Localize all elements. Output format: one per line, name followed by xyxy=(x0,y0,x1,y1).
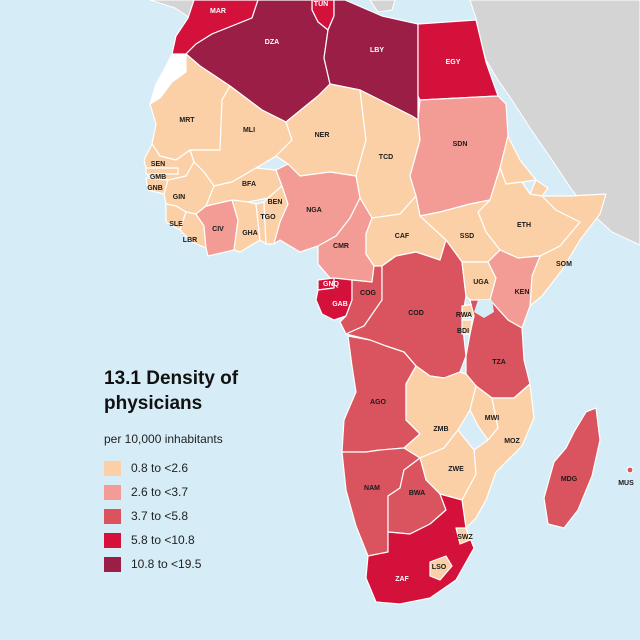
label-CIV: CIV xyxy=(212,226,224,233)
legend-swatch xyxy=(104,508,121,524)
label-UGA: UGA xyxy=(473,279,489,286)
label-MAR: MAR xyxy=(210,8,226,15)
label-LBY: LBY xyxy=(370,47,384,54)
legend-item: 0.8 to <2.6 xyxy=(104,460,294,476)
label-LSO: LSO xyxy=(432,564,447,571)
label-TGO: TGO xyxy=(260,214,276,221)
country-MUS xyxy=(626,466,634,474)
label-GAB: GAB xyxy=(332,301,348,308)
label-GMB: GMB xyxy=(150,174,166,181)
label-GNQ: GNQ xyxy=(323,281,340,288)
legend-label: 2.6 to <3.7 xyxy=(131,485,189,499)
label-GHA: GHA xyxy=(242,230,258,237)
label-SDN: SDN xyxy=(453,141,468,148)
legend-title: 13.1 Density of physicians xyxy=(104,368,239,414)
label-SOM: SOM xyxy=(556,261,572,268)
country-ZAF xyxy=(365,493,475,605)
label-TUN: TUN xyxy=(314,1,328,8)
label-NAM: NAM xyxy=(364,485,380,492)
label-KEN: KEN xyxy=(515,289,530,296)
legend-item: 3.7 to <5.8 xyxy=(104,508,294,524)
label-SLE: SLE xyxy=(169,221,183,228)
label-NGA: NGA xyxy=(306,207,322,214)
legend-label: 5.8 to <10.8 xyxy=(131,533,195,547)
label-BEN: BEN xyxy=(268,199,283,206)
label-TZA: TZA xyxy=(492,359,506,366)
label-CMR: CMR xyxy=(333,243,349,250)
legend-label: 10.8 to <19.5 xyxy=(131,557,202,571)
label-BFA: BFA xyxy=(242,181,256,188)
label-EGY: EGY xyxy=(446,59,461,66)
map-legend: 13.1 Density of physicians per 10,000 in… xyxy=(104,366,294,580)
country-code-labels: MAR TUN DZA LBY EGY MRT MLI NER TCD SDN … xyxy=(147,1,634,583)
legend-item: 10.8 to <19.5 xyxy=(104,556,294,572)
label-MDG: MDG xyxy=(561,476,578,483)
country-GHA xyxy=(231,199,261,253)
label-ZMB: ZMB xyxy=(433,426,448,433)
label-LBR: LBR xyxy=(183,237,197,244)
country-GMB xyxy=(145,167,179,175)
label-ETH: ETH xyxy=(517,222,531,229)
legend-swatch xyxy=(104,556,121,572)
country-SWZ xyxy=(455,527,471,545)
legend-swatch xyxy=(104,484,121,500)
label-SEN: SEN xyxy=(151,161,165,168)
label-SSD: SSD xyxy=(460,233,474,240)
legend-swatch xyxy=(104,532,121,548)
label-SWZ: SWZ xyxy=(457,534,473,541)
label-MWI: MWI xyxy=(485,415,499,422)
country-SOM xyxy=(529,193,607,307)
legend-label: 3.7 to <5.8 xyxy=(131,509,189,523)
label-CAF: CAF xyxy=(395,233,410,240)
label-MUS: MUS xyxy=(618,480,634,487)
legend-swatch xyxy=(104,460,121,476)
label-GIN: GIN xyxy=(173,194,185,201)
country-MDG xyxy=(543,407,601,529)
legend-item: 5.8 to <10.8 xyxy=(104,532,294,548)
legend-items: 0.8 to <2.6 2.6 to <3.7 3.7 to <5.8 5.8 … xyxy=(104,460,294,572)
label-ZWE: ZWE xyxy=(448,466,464,473)
country-KEN xyxy=(487,249,541,329)
label-MOZ: MOZ xyxy=(504,438,520,445)
lake-victoria xyxy=(474,300,494,318)
label-COG: COG xyxy=(360,290,377,297)
label-DZA: DZA xyxy=(265,39,279,46)
sicily-land xyxy=(369,0,396,13)
label-COD: COD xyxy=(408,310,424,317)
label-MRT: MRT xyxy=(179,117,195,124)
label-TCD: TCD xyxy=(379,154,393,161)
legend-item: 2.6 to <3.7 xyxy=(104,484,294,500)
legend-label: 0.8 to <2.6 xyxy=(131,461,189,475)
label-ZAF: ZAF xyxy=(395,576,409,583)
label-MLI: MLI xyxy=(243,127,255,134)
label-NER: NER xyxy=(315,132,330,139)
country-MOZ xyxy=(461,383,535,529)
country-LSO xyxy=(429,555,453,581)
label-AGO: AGO xyxy=(370,399,387,406)
label-BDI: BDI xyxy=(457,328,469,335)
label-BWA: BWA xyxy=(409,490,425,497)
label-GNB: GNB xyxy=(147,185,163,192)
legend-subtitle: per 10,000 inhabitants xyxy=(104,432,223,446)
label-RWA: RWA xyxy=(456,312,472,319)
